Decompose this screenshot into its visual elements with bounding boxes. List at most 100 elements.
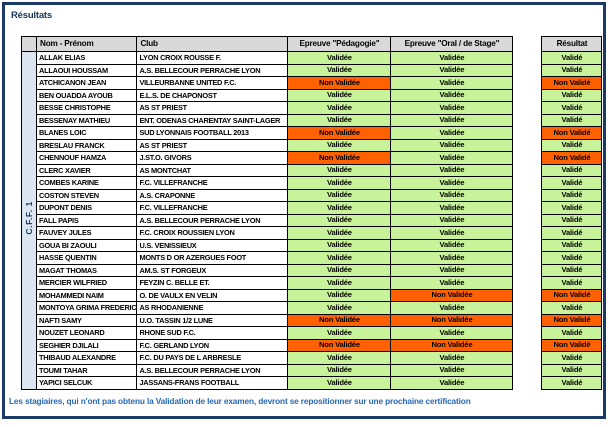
spacer-cell [513, 327, 542, 340]
name-cell: BEN OUADDA AYOUB [35, 88, 138, 102]
oral-status-cell: Validée [390, 51, 514, 65]
name-cell: COSTON STEVEN [35, 188, 138, 202]
oral-status-cell: Validée [390, 276, 514, 290]
table-body: C.F.F. 1 ALLAK ELIAS LYON CROIX ROUSSE F. V… [21, 51, 603, 390]
oral-status-cell: Non Validée [390, 313, 514, 327]
pedagogie-status-cell: Non Validée [287, 338, 392, 352]
oral-status-cell: Validée [390, 301, 514, 315]
group-label: C.F.F. 1 [23, 201, 34, 236]
name-cell: ALLAOUI HOUSSAM [35, 63, 138, 77]
result-status-cell: Validé [541, 301, 603, 315]
spacer-cell [513, 264, 542, 277]
pedagogie-status-cell: Validée [287, 63, 392, 77]
oral-status-cell: Validée [390, 76, 514, 90]
name-cell: ALLAK ELIAS [35, 51, 138, 65]
pedagogie-status-cell: Validée [287, 363, 392, 377]
pedagogie-status-cell: Validée [287, 288, 392, 302]
club-cell: ENT. ODENAS CHARENTAY SAINT-LAGER [136, 113, 289, 127]
header-resultat: Résultat [541, 36, 603, 52]
club-cell: U.S. VENISSIEUX [136, 238, 289, 252]
club-cell: U.O. TASSIN 1/2 LUNE [136, 313, 289, 327]
name-cell: HASSE QUENTIN [35, 251, 138, 265]
oral-status-cell: Validée [390, 213, 514, 227]
spacer-cell [513, 114, 542, 127]
results-table: Nom - Prénom Club Epreuve "Pédagogie" Ep… [21, 36, 603, 390]
oral-status-cell: Non Validée [390, 338, 514, 352]
name-cell: BLANES LOIC [35, 126, 138, 140]
header-epreuve-oral-stage: Epreuve "Oral / de Stage" [390, 36, 514, 52]
table-row: DUPONT DENIS F.C. VILLEFRANCHE Validée Vali… [22, 201, 603, 215]
result-status-cell: Validé [541, 213, 603, 227]
oral-status-cell: Validée [390, 63, 514, 77]
spacer-cell [513, 252, 542, 265]
result-status-cell: Non Validé [541, 313, 603, 327]
oral-status-cell: Validée [390, 163, 514, 177]
result-status-cell: Validé [541, 163, 603, 177]
oral-status-cell: Validée [390, 238, 514, 252]
table-row: CLERC XAVIER AS MONTCHAT Validée Validée Val… [22, 163, 603, 177]
club-cell: MONTS D OR AZERGUES FOOT [136, 251, 289, 265]
table-row: GOUA BI ZAOULI U.S. VENISSIEUX Validée Vali… [22, 238, 603, 252]
result-status-cell: Validé [541, 363, 603, 377]
oral-status-cell: Validée [390, 101, 514, 115]
club-cell: SUD LYONNAIS FOOTBALL 2013 [136, 126, 289, 140]
oral-status-cell: Validée [390, 126, 514, 140]
table-row: MOHAMMEDI NAIM O. DE VAULX EN VELIN Validé… [22, 288, 603, 302]
oral-status-cell: Non Validée [390, 288, 514, 302]
spacer-cell [513, 377, 542, 390]
oral-status-cell: Validée [390, 326, 514, 340]
oral-status-cell: Validée [390, 263, 514, 277]
spacer-cell [513, 364, 542, 377]
spacer-cell [513, 302, 542, 315]
table-row: BEN OUADDA AYOUB E.L.S. DE CHAPONOST Valid… [22, 88, 603, 102]
club-cell: F.C. VILLEFRANCHE [136, 176, 289, 190]
pedagogie-status-cell: Validée [287, 301, 392, 315]
header-row: Nom - Prénom Club Epreuve "Pédagogie" Ep… [21, 36, 603, 52]
spacer-cell [513, 152, 542, 165]
group-label-cell: C.F.F. 1 [21, 51, 37, 390]
table-row: BRESLAU FRANCK AS ST PRIEST Validée Validée… [22, 138, 603, 152]
name-cell: MOHAMMEDI NAIM [35, 288, 138, 302]
result-status-cell: Validé [541, 88, 603, 102]
table-row: HASSE QUENTIN MONTS D OR AZERGUES FOOT Val… [22, 251, 603, 265]
pedagogie-status-cell: Non Validée [287, 313, 392, 327]
club-cell: F.C. VILLEFRANCHE [136, 201, 289, 215]
table-row: NAFTI SAMY U.O. TASSIN 1/2 LUNE Non Validé… [22, 313, 603, 327]
pedagogie-status-cell: Validée [287, 113, 392, 127]
header-club: Club [136, 36, 289, 52]
name-cell: FAUVEY JULES [35, 226, 138, 240]
spacer-cell [513, 339, 542, 352]
pedagogie-status-cell: Validée [287, 263, 392, 277]
club-cell: AS ST PRIEST [136, 138, 289, 152]
name-cell: CLERC XAVIER [35, 163, 138, 177]
spacer-cell [513, 239, 542, 252]
footer-note: Les stagiaires, qui n'ont pas obtenu la … [9, 396, 471, 406]
pedagogie-status-cell: Validée [287, 226, 392, 240]
spacer-cell [513, 214, 542, 227]
spacer-cell [513, 139, 542, 152]
club-cell: AS MONTCHAT [136, 163, 289, 177]
header-epreuve-pedagogie: Epreuve "Pédagogie" [287, 36, 392, 52]
spacer-cell [513, 177, 542, 190]
table-row: FALL PAPIS A.S. BELLECOUR PERRACHE LYON Va… [22, 213, 603, 227]
club-cell: F.C. GERLAND LYON [136, 338, 289, 352]
oral-status-cell: Validée [390, 113, 514, 127]
spacer-cell [513, 202, 542, 215]
result-status-cell: Validé [541, 51, 603, 65]
name-cell: GOUA BI ZAOULI [35, 238, 138, 252]
pedagogie-status-cell: Validée [287, 238, 392, 252]
spacer-cell [513, 102, 542, 115]
name-cell: BESSENAY MATHIEU [35, 113, 138, 127]
spacer-cell [513, 289, 542, 302]
page-title: Résultats [11, 10, 52, 21]
pedagogie-status-cell: Non Validée [287, 76, 392, 90]
oral-status-cell: Validée [390, 251, 514, 265]
pedagogie-status-cell: Validée [287, 138, 392, 152]
table-row: ATCHICANON JEAN VILLEURBANNE UNITED F.C. N… [22, 76, 603, 90]
oral-status-cell: Validée [390, 226, 514, 240]
table-row: BESSENAY MATHIEU ENT. ODENAS CHARENTAY SA… [22, 113, 603, 127]
club-cell: RHONE SUD F.C. [136, 326, 289, 340]
pedagogie-status-cell: Validée [287, 251, 392, 265]
name-cell: ATCHICANON JEAN [35, 76, 138, 90]
name-cell: FALL PAPIS [35, 213, 138, 227]
